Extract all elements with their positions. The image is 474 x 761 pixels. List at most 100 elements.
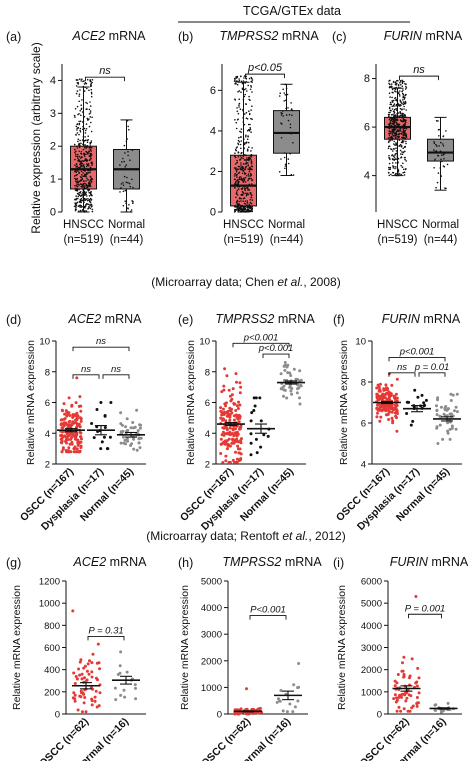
data-point	[393, 684, 397, 688]
data-point	[382, 406, 386, 410]
data-point	[436, 145, 438, 147]
data-point	[234, 80, 236, 82]
data-point	[402, 119, 405, 121]
data-point	[247, 189, 249, 191]
data-point	[393, 115, 396, 118]
data-point	[236, 159, 238, 162]
data-point	[388, 154, 390, 157]
data-point	[238, 98, 240, 100]
data-point	[290, 102, 292, 104]
data-point	[395, 158, 397, 160]
data-point	[242, 178, 244, 180]
y-tick-label: 2	[205, 460, 210, 471]
data-point	[86, 662, 90, 666]
data-point	[81, 193, 83, 195]
data-point	[405, 168, 407, 170]
data-point	[91, 208, 94, 211]
data-point	[387, 396, 391, 399]
data-point	[397, 136, 400, 139]
data-point	[78, 143, 81, 145]
data-point	[74, 164, 76, 167]
data-point	[389, 103, 392, 106]
data-point	[74, 421, 78, 425]
data-point	[249, 127, 251, 129]
data-point	[95, 661, 99, 665]
data-point	[245, 159, 247, 161]
significance-label: ns	[96, 336, 106, 347]
data-point	[247, 210, 250, 213]
panel-h: (h) TMPRSS2 mRNA 0 1000 2000 3000 4000 5000 Rela…	[178, 555, 322, 761]
significance-bracket	[418, 372, 446, 377]
header-chen-part-1: (Microarray data; Chen	[151, 275, 277, 289]
data-point	[85, 101, 87, 104]
data-point	[89, 207, 92, 210]
x-category-label: HNSCC	[223, 219, 264, 231]
gene-title: FURIN mRNA	[390, 555, 469, 569]
data-point	[231, 438, 235, 442]
data-point	[83, 201, 85, 203]
x-category-label: Normal	[422, 219, 459, 231]
data-point	[85, 183, 88, 186]
data-point	[394, 81, 397, 83]
data-point	[252, 409, 256, 412]
data-points	[233, 75, 254, 213]
data-point	[90, 199, 93, 201]
data-point	[384, 413, 388, 417]
data-point	[245, 687, 248, 691]
data-point	[76, 173, 78, 176]
panel-label: (e)	[178, 313, 193, 327]
data-point	[77, 157, 79, 160]
data-point	[132, 437, 136, 441]
data-point	[77, 138, 80, 141]
gene-suffix: mRNA	[278, 29, 319, 43]
data-point	[78, 188, 80, 191]
data-point	[240, 91, 242, 93]
group-0	[57, 376, 85, 454]
data-point	[224, 425, 227, 429]
data-point	[453, 409, 456, 413]
data-point	[88, 189, 91, 191]
data-point	[93, 699, 97, 703]
data-point	[396, 82, 398, 85]
data-point	[219, 452, 223, 455]
data-point	[74, 148, 76, 151]
x-category-label: Normal (n=45)	[78, 466, 136, 524]
data-point	[88, 195, 91, 197]
data-point	[409, 423, 413, 427]
data-point	[68, 419, 72, 423]
data-point	[389, 394, 393, 397]
data-point	[133, 425, 137, 429]
data-point	[78, 100, 80, 103]
y-tick-label: 400	[44, 665, 60, 676]
data-point	[250, 167, 252, 170]
data-point	[296, 699, 300, 703]
data-point	[86, 163, 88, 165]
data-point	[402, 129, 405, 131]
data-point	[228, 394, 232, 398]
data-point	[124, 189, 127, 192]
data-point	[76, 178, 78, 180]
data-point	[391, 99, 394, 102]
data-point	[76, 443, 80, 447]
y-tick-label: 4	[45, 429, 50, 440]
data-point	[394, 136, 397, 139]
data-point	[394, 117, 397, 119]
data-point	[397, 102, 399, 105]
data-point	[77, 166, 79, 169]
data-point	[237, 142, 239, 145]
data-point	[83, 127, 86, 130]
data-point	[79, 200, 82, 202]
data-point	[391, 421, 395, 425]
data-point	[235, 193, 238, 195]
data-point	[398, 130, 400, 133]
box-hnscc	[230, 75, 257, 213]
data-point	[76, 423, 80, 427]
data-point	[391, 96, 393, 99]
data-point	[384, 383, 388, 387]
data-point	[253, 404, 257, 408]
data-point	[392, 697, 396, 701]
data-point	[75, 171, 77, 173]
data-point	[77, 193, 80, 195]
data-point	[240, 80, 243, 83]
data-point	[251, 79, 254, 81]
